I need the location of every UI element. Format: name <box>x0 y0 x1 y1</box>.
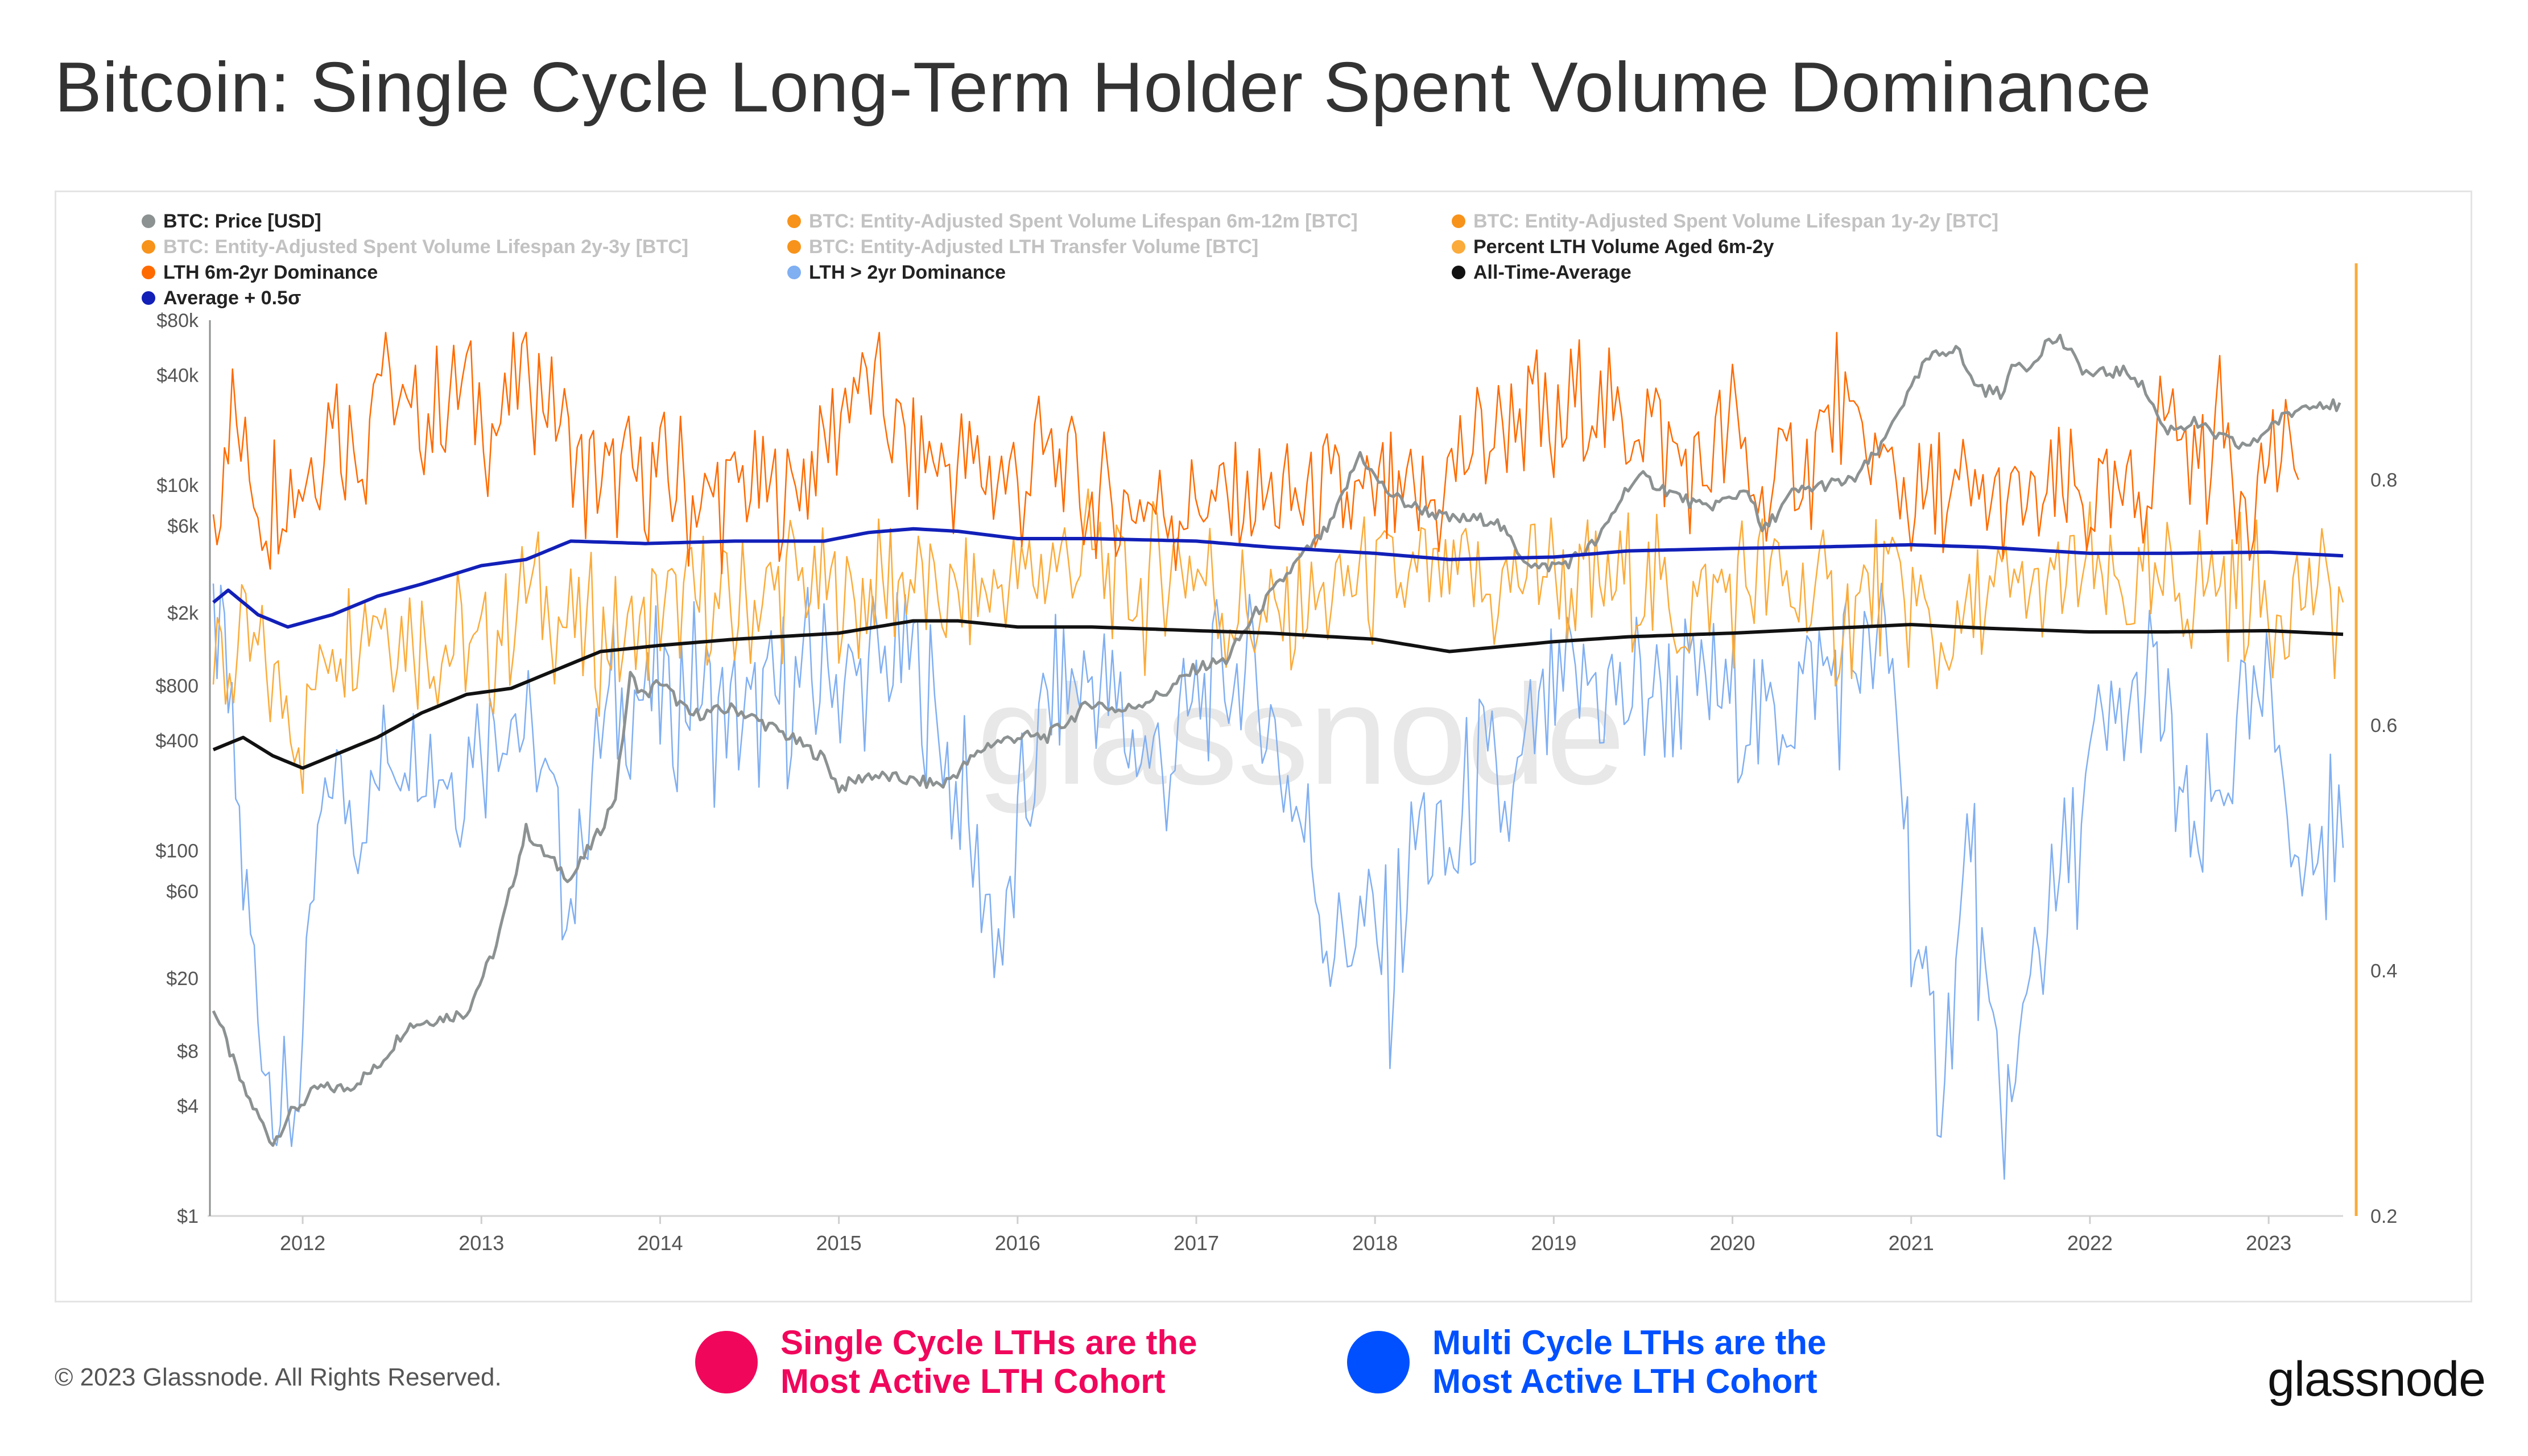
legend-marker-icon <box>1452 266 1465 279</box>
legend-marker-icon <box>1452 214 1465 228</box>
single-cycle-dot-icon <box>695 1331 758 1393</box>
chart-container: glassnode 2012 2013 2014 2015 2016 2017 2018 20… <box>55 191 2472 1302</box>
page-title: Bitcoin: Single Cycle Long-Term Holder S… <box>55 48 2152 127</box>
legend-marker-icon <box>142 214 155 228</box>
legend-label: BTC: Entity-Adjusted Spent Volume Lifesp… <box>1473 210 1998 232</box>
callout-single-cycle: Single Cycle LTHs are the Most Active LT… <box>695 1323 1213 1401</box>
legend-item: BTC: Entity-Adjusted Spent Volume Lifesp… <box>142 236 688 258</box>
y-left-tick-label: $8 <box>177 1041 199 1062</box>
legend-marker-icon <box>142 240 155 254</box>
x-tick-label: 2013 <box>458 1231 504 1255</box>
y-left-tick-label: $100 <box>155 841 199 862</box>
y-left-tick-label: $40k <box>156 365 199 387</box>
y-right-tick-label: 0.2 <box>2370 1206 2397 1227</box>
x-tick-label: 2012 <box>280 1231 325 1255</box>
legend-item: LTH > 2yr Dominance <box>787 262 1006 283</box>
x-tick-label: 2015 <box>816 1231 862 1255</box>
y-left-tick-label: $800 <box>155 675 199 697</box>
legend-marker-icon <box>787 214 801 228</box>
y-left-tick-label: $1 <box>177 1206 199 1227</box>
y-left-tick-label: $20 <box>166 968 199 990</box>
series-lth-6m-2yr-line <box>212 332 2299 574</box>
x-tick-label: 2019 <box>1531 1231 1576 1255</box>
legend-label: Average + 0.5σ <box>163 287 301 309</box>
y-left-tick-label: $10k <box>156 475 199 497</box>
legend-item: Percent LTH Volume Aged 6m-2y <box>1452 236 1774 258</box>
y-right-tick-label: 0.6 <box>2370 715 2397 737</box>
series-price-line <box>212 333 2341 1147</box>
y-left-tick-label: $80k <box>156 310 199 332</box>
legend-item: LTH 6m-2yr Dominance <box>142 262 378 283</box>
series-average-plus-half-sigma-line <box>212 527 2344 629</box>
multi-cycle-dot-icon <box>1347 1331 1410 1393</box>
x-tick-label: 2022 <box>2067 1231 2113 1255</box>
copyright-text: © 2023 Glassnode. All Rights Reserved. <box>55 1363 502 1391</box>
x-tick-label: 2023 <box>2246 1231 2291 1255</box>
legend-marker-icon <box>142 291 155 305</box>
series-lth-over-2yr-line <box>212 582 2344 1180</box>
legend-item: BTC: Entity-Adjusted Spent Volume Lifesp… <box>1452 210 1998 232</box>
brand-logo: glassnode <box>2267 1352 2486 1407</box>
y-left-tick-label: $400 <box>155 730 199 752</box>
y-left-tick-label: $60 <box>166 881 199 903</box>
x-tick-label: 2014 <box>637 1231 683 1255</box>
x-tick-label: 2016 <box>995 1231 1040 1255</box>
legend-item: BTC: Price [USD] <box>142 210 321 232</box>
watermark-text: glassnode <box>977 655 1625 814</box>
legend-marker-icon <box>1452 240 1465 254</box>
callout-multi-cycle-text: Multi Cycle LTHs are the Most Active LTH… <box>1432 1323 1827 1400</box>
callout-multi-cycle: Multi Cycle LTHs are the Most Active LTH… <box>1347 1323 1865 1401</box>
y-left-tick-label: $6k <box>167 515 199 537</box>
legend-label: BTC: Entity-Adjusted LTH Transfer Volume… <box>809 236 1258 258</box>
y-right-tick-label: 0.4 <box>2370 960 2397 982</box>
legend-label: BTC: Price [USD] <box>163 210 321 232</box>
legend-label: LTH 6m-2yr Dominance <box>163 262 378 283</box>
legend-label: BTC: Entity-Adjusted Spent Volume Lifesp… <box>163 236 688 258</box>
x-tick-label: 2020 <box>1709 1231 1755 1255</box>
y-left-tick-label: $2k <box>167 603 199 624</box>
legend-label: All-Time-Average <box>1473 262 1631 283</box>
legend-marker-icon <box>787 266 801 279</box>
x-tick-label: 2018 <box>1352 1231 1398 1255</box>
x-tick-label: 2017 <box>1174 1231 1219 1255</box>
legend-item: Average + 0.5σ <box>142 287 301 309</box>
series-percent-lth-6m-2y-line <box>212 488 2344 794</box>
chart-svg: glassnode 2012 2013 2014 2015 2016 2017 2018 20… <box>142 210 2397 1255</box>
legend-marker-icon <box>142 266 155 279</box>
legend-item: All-Time-Average <box>1452 262 1631 283</box>
callout-single-cycle-text: Single Cycle LTHs are the Most Active LT… <box>780 1323 1197 1400</box>
legend-label: Percent LTH Volume Aged 6m-2y <box>1473 236 1774 258</box>
legend-label: LTH > 2yr Dominance <box>809 262 1006 283</box>
legend-marker-icon <box>787 240 801 254</box>
x-tick-label: 2021 <box>1889 1231 1934 1255</box>
series-all-time-average-line <box>212 619 2344 770</box>
legend-label: BTC: Entity-Adjusted Spent Volume Lifesp… <box>809 210 1358 232</box>
y-left-tick-label: $4 <box>177 1096 199 1118</box>
legend-item: BTC: Entity-Adjusted Spent Volume Lifesp… <box>787 210 1358 232</box>
legend-item: BTC: Entity-Adjusted LTH Transfer Volume… <box>787 236 1258 258</box>
y-right-tick-label: 0.8 <box>2370 469 2397 491</box>
